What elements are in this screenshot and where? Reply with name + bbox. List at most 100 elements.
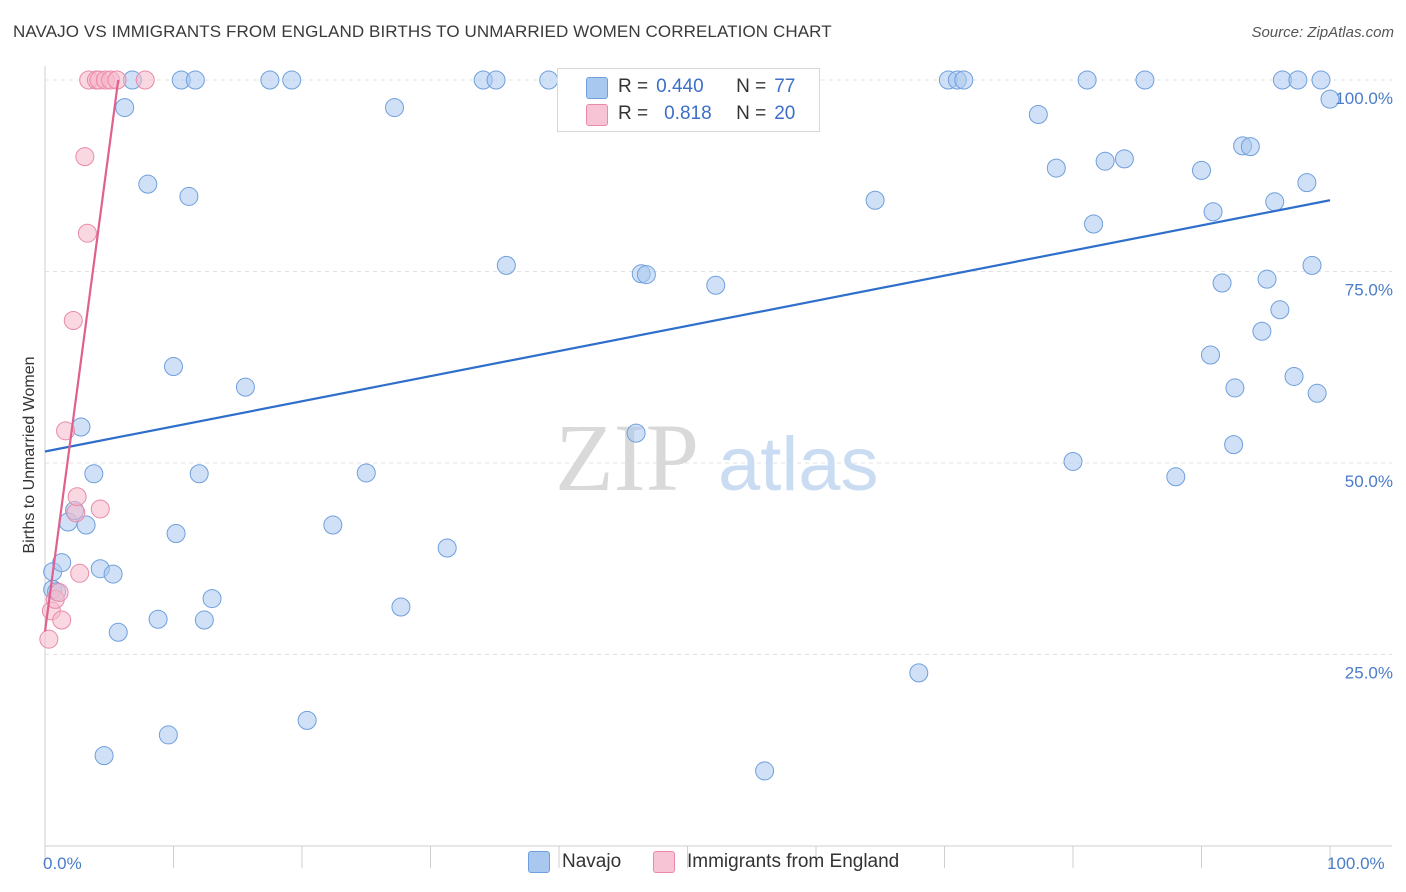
- legend-r-label: R =: [618, 76, 649, 97]
- legend-r-value: 0.818: [664, 103, 712, 124]
- navajo-point: [1095, 151, 1115, 171]
- legend-r-value: 0.440: [656, 76, 704, 97]
- navajo-point: [385, 98, 405, 118]
- legend-swatch-navajo: [586, 77, 608, 99]
- navajo-point: [1028, 104, 1048, 124]
- legend-row-england: R = 0.818 N = 20: [618, 101, 795, 127]
- navajo-point: [1192, 160, 1211, 180]
- navajo-point: [1270, 300, 1290, 320]
- navajo-point: [1297, 173, 1317, 193]
- navajo-point: [84, 464, 104, 484]
- navajo-trend-line: [44, 199, 1331, 453]
- navajo-point: [202, 589, 222, 609]
- y-tick-label-1: 50.0%: [1345, 472, 1393, 491]
- chart-title: NAVAJO VS IMMIGRANTS FROM ENGLAND BIRTHS…: [13, 22, 832, 41]
- navajo-point: [1311, 70, 1331, 90]
- england-point: [90, 499, 110, 519]
- navajo-point: [1288, 70, 1308, 90]
- navajo-point: [1203, 202, 1223, 222]
- england-point: [70, 563, 90, 583]
- navajo-points: [43, 70, 1340, 781]
- navajo-point: [1225, 378, 1245, 398]
- navajo-point: [539, 70, 559, 90]
- navajo-point: [148, 609, 168, 629]
- navajo-point: [1114, 149, 1134, 169]
- navajo-point: [1307, 383, 1327, 403]
- navajo-point: [235, 377, 255, 397]
- navajo-point: [1302, 255, 1322, 275]
- legend-n-value: 20: [774, 103, 796, 124]
- navajo-point: [636, 265, 656, 285]
- navajo-point: [185, 70, 205, 90]
- navajo-point: [496, 255, 516, 275]
- navajo-point: [282, 70, 302, 90]
- y-tick-label-3: 100.0%: [1335, 89, 1393, 108]
- watermark: ZIP atlas: [555, 404, 879, 511]
- grid-lines: [45, 79, 1392, 655]
- navajo-point: [356, 463, 376, 483]
- watermark-zip: ZIP: [555, 404, 699, 511]
- source-label: Source: ZipAtlas.com: [1251, 24, 1394, 41]
- england-point: [66, 503, 86, 523]
- navajo-point: [1166, 467, 1186, 487]
- england-point: [63, 311, 83, 331]
- navajo-point: [1063, 451, 1083, 471]
- navajo-point: [76, 515, 96, 535]
- navajo-point: [1320, 89, 1340, 109]
- england-point: [77, 223, 97, 243]
- y-tick-labels: 25.0% 50.0% 75.0% 100.0%: [1335, 89, 1393, 683]
- navajo-point: [108, 622, 128, 642]
- navajo-point: [103, 564, 123, 584]
- axes: [44, 66, 1392, 868]
- y-tick-label-0: 25.0%: [1345, 664, 1393, 683]
- navajo-point: [486, 70, 506, 90]
- navajo-point: [1257, 269, 1277, 289]
- legend-swatch-england: [586, 104, 608, 126]
- navajo-point: [437, 538, 457, 558]
- navajo-point: [1077, 70, 1097, 90]
- bottom-legend-england: Immigrants from England: [653, 851, 899, 873]
- navajo-point: [1135, 70, 1155, 90]
- navajo-point: [706, 275, 726, 295]
- legend-r-label: R =: [618, 103, 649, 124]
- navajo-point: [865, 190, 885, 210]
- navajo-point: [166, 523, 186, 543]
- england-point: [52, 610, 72, 630]
- bottom-legend-label-navajo: Navajo: [562, 851, 622, 872]
- legend-n-value: 77: [774, 76, 796, 97]
- england-point: [67, 487, 87, 507]
- navajo-point: [1240, 137, 1260, 157]
- watermark-atlas: atlas: [718, 422, 879, 507]
- navajo-point: [52, 553, 72, 573]
- navajo-point: [297, 710, 317, 730]
- trend-lines: [43, 79, 1331, 632]
- navajo-point: [158, 725, 178, 745]
- bottom-legend-navajo: Navajo: [528, 851, 621, 873]
- navajo-point: [909, 663, 929, 683]
- england-point: [49, 582, 69, 602]
- navajo-point: [1200, 345, 1220, 365]
- england-points: [39, 70, 155, 649]
- navajo-point: [1212, 273, 1232, 293]
- navajo-point: [1046, 158, 1066, 178]
- navajo-point: [1284, 366, 1304, 386]
- navajo-point: [194, 610, 214, 630]
- england-trend-line: [43, 79, 120, 632]
- navajo-point: [1252, 321, 1272, 341]
- legend-row-navajo: R = 0.440 N = 77: [618, 74, 795, 100]
- navajo-point: [1265, 192, 1285, 212]
- navajo-point: [260, 70, 280, 90]
- legend-n-label: N =: [736, 76, 767, 97]
- bottom-legend-label-england: Immigrants from England: [687, 851, 900, 872]
- navajo-point: [115, 98, 135, 118]
- england-point: [39, 629, 59, 649]
- navajo-point: [1084, 214, 1104, 234]
- navajo-point: [323, 515, 343, 535]
- navajo-point: [954, 70, 974, 90]
- england-point: [135, 70, 155, 90]
- navajo-point: [164, 356, 183, 376]
- legend-n-label: N =: [736, 103, 767, 124]
- navajo-point: [626, 423, 646, 443]
- navajo-point: [755, 761, 775, 781]
